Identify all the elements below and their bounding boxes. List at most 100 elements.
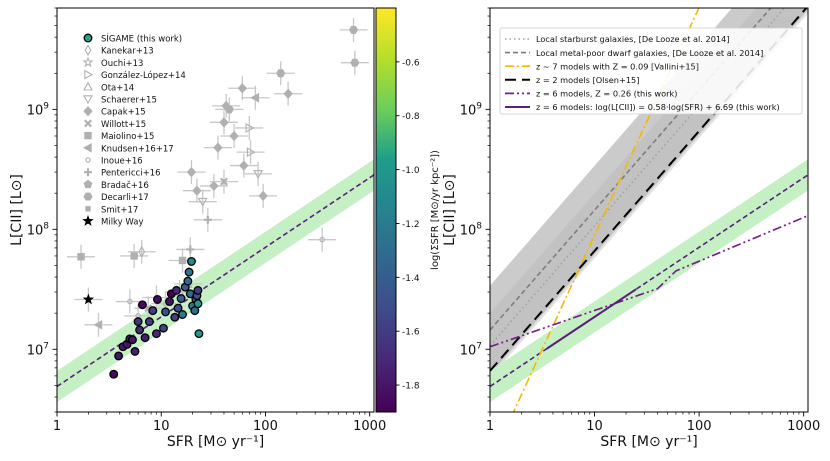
legend-label: Milky Way <box>101 218 144 228</box>
literature-point <box>203 215 212 224</box>
right-x-axis-label: SFR [M⊙ yr⁻¹] <box>600 434 697 450</box>
literature-point <box>192 185 202 196</box>
legend-label: z = 6 models: log(L[CII]) = 0.58·log(SFR… <box>536 102 780 112</box>
dwarf-line <box>490 8 772 331</box>
sigame-point <box>170 312 180 322</box>
sigame-point <box>109 369 119 379</box>
legend-marker <box>83 192 93 201</box>
vallini-line <box>512 8 700 412</box>
sigame-point <box>144 317 154 327</box>
legend-marker <box>84 44 92 57</box>
legend-label: Bradač+16 <box>101 180 149 191</box>
legend-label: Schaerer+15 <box>101 96 157 106</box>
legend-label: Kanekar+13 <box>101 47 154 57</box>
legend-marker <box>84 119 92 128</box>
literature-point <box>245 123 255 133</box>
legend-marker <box>83 179 93 189</box>
legend-label: Local metal-poor dwarf galaxies, [De Loo… <box>536 48 763 58</box>
left-axes: 1 10 100 1000 107 108 109 SFR [M⊙ yr⁻¹] L[CII] [… <box>9 7 386 450</box>
sigame-point <box>137 300 147 310</box>
legend-marker <box>82 56 94 68</box>
legend-label: Maiolino+15 <box>101 132 154 142</box>
sigame-point <box>128 335 137 345</box>
sigame-point <box>158 323 168 333</box>
left-y-tick-label: 109 <box>27 101 50 118</box>
colorbar-tick-label: -0.8 <box>402 112 420 122</box>
literature-point <box>276 69 286 78</box>
literature-point <box>224 105 234 114</box>
legend-label: z ~ 7 models with Z = 0.09 [Vallini+15] <box>536 61 699 71</box>
literature-point <box>250 92 260 103</box>
sigame-point <box>130 346 140 356</box>
colorbar-tick-label: -1.2 <box>402 220 420 230</box>
legend-label: Inoue+16 <box>101 157 143 167</box>
colorbar-rect <box>375 7 397 413</box>
colorbar-tick-label: -1.8 <box>402 382 420 392</box>
sigame-point <box>176 294 186 303</box>
legend-marker <box>82 215 94 226</box>
literature-point <box>348 25 359 34</box>
literature-point <box>246 147 256 158</box>
sigame-points <box>109 256 204 379</box>
legend-box <box>499 27 803 115</box>
sigame-point <box>114 351 124 361</box>
sigame-point <box>187 256 196 266</box>
colorbar-tick-label: -1.6 <box>402 328 420 338</box>
sigame-point <box>135 325 145 335</box>
z6-z026-line <box>490 214 808 348</box>
legend-label: Ouchi+13 <box>101 59 143 69</box>
sigame-point <box>152 329 161 339</box>
colorbar: -0.6 -0.8 -1.0 -1.2 -1.4 -1.6 -1.8 log(ΣSFR [M⊙… <box>375 7 441 413</box>
colorbar-tick-label: -0.6 <box>402 58 420 68</box>
legend-label: Knudsen+16+17 <box>101 144 174 154</box>
left-legend: SÍGAME (this work) Kanekar+13 Ouchi+13Gonz… <box>82 33 186 228</box>
olsen-line <box>490 8 808 372</box>
legend-label: Ota+14 <box>101 83 134 93</box>
legend-marker <box>85 157 91 163</box>
sigame-point <box>165 297 174 306</box>
right-x-tick-label: 1 <box>486 419 494 434</box>
right-y-tick-label: 108 <box>460 221 483 238</box>
sigame-point <box>193 285 203 295</box>
literature-point <box>350 58 360 67</box>
left-x-tick-label: 10 <box>153 419 170 434</box>
legend-label: González-López+14 <box>101 70 186 81</box>
right-fit-band <box>490 159 808 403</box>
legend-label: z = 6 models, Z = 0.26 (this work) <box>536 89 677 99</box>
legend-label: z = 2 models [Olsen+15] <box>536 75 639 85</box>
sigame-point <box>193 299 203 309</box>
right-fit-group <box>490 159 808 403</box>
right-x-tick-label: 1000 <box>787 419 820 434</box>
colorbar-tick-label: -1.4 <box>402 274 420 284</box>
literature-point <box>213 142 223 153</box>
right-y-axis-label: L[CII] [L⊙] <box>442 174 458 246</box>
legend-label: Capak+15 <box>101 108 146 118</box>
legend-marker <box>83 33 93 43</box>
legend-label: Decarli+17 <box>101 193 149 203</box>
right-lines <box>490 8 808 412</box>
legend-label: SÍGAME (this work) <box>101 33 182 45</box>
sigame-point <box>184 267 194 277</box>
legend-label: Smit+17 <box>101 205 138 215</box>
right-y-tick-label: 109 <box>460 101 483 118</box>
literature-point <box>319 236 325 243</box>
sigame-point <box>172 285 181 295</box>
sigame-point <box>194 329 204 339</box>
colorbar-label: log(ΣSFR [M⊙/yr kpc⁻²]) <box>430 150 441 270</box>
right-axes: 1 10 100 1000 107 108 109 SFR [M⊙ yr⁻¹] L[CII] [… <box>442 7 820 450</box>
sigame-point <box>140 333 150 343</box>
literature-point <box>219 117 229 128</box>
legend-label: Local starburst galaxies, [De Looze et a… <box>536 34 730 44</box>
left-y-tick-label: 107 <box>27 341 49 358</box>
left-x-tick-label: 1000 <box>353 419 386 434</box>
right-legend: Local starburst galaxies, [De Looze et a… <box>499 27 803 115</box>
sigame-point <box>153 295 162 304</box>
left-y-tick-label: 108 <box>27 221 50 238</box>
sigame-point <box>173 303 183 313</box>
sigame-point <box>183 276 193 286</box>
legend-marker <box>84 69 94 80</box>
legend-marker <box>83 95 93 105</box>
legend-marker <box>85 206 91 212</box>
legend-marker <box>83 106 93 117</box>
